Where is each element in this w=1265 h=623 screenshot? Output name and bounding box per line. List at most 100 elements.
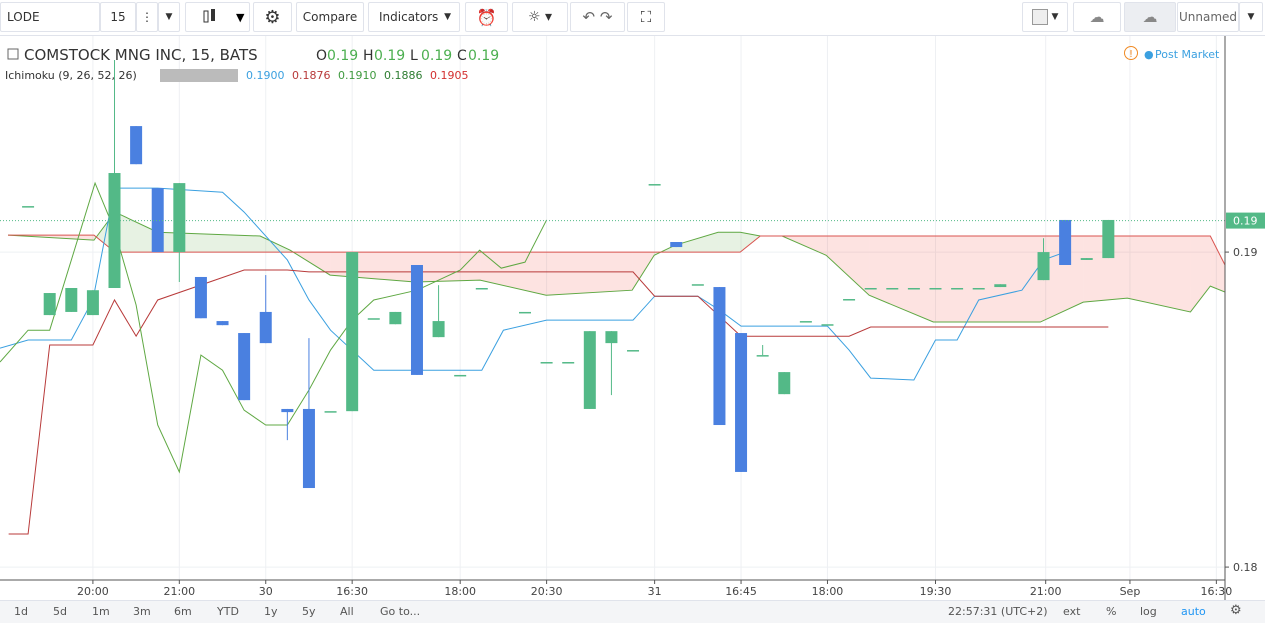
alert[interactable]: ⏰	[465, 2, 508, 32]
settings-icon[interactable]: ⚙	[1230, 603, 1242, 618]
candle-body	[324, 411, 337, 413]
indicator-value: 0.1910	[338, 69, 377, 82]
status: Post Market	[1155, 48, 1220, 61]
dropdown[interactable]: ▼	[158, 2, 180, 32]
option-button[interactable]: %	[1106, 605, 1117, 618]
candle-body	[108, 173, 121, 288]
axes: 20:00 21:00 30 16:30 18:00 20:30 31 16:45 18:00 1…	[77, 212, 1265, 598]
option-button[interactable]: log	[1140, 605, 1157, 618]
bottom-bar: 1d 5d 1m 3m 6m YTD 1y 5y All Go to... 22:57:31 (UT…	[0, 600, 1265, 623]
candle-body	[648, 184, 661, 186]
option-button[interactable]: ext	[1063, 605, 1081, 618]
ohlc-value: 0.19	[327, 48, 358, 64]
option-button[interactable]: auto	[1181, 605, 1206, 618]
candle-body	[194, 276, 207, 319]
indicator-buttons[interactable]	[160, 69, 238, 82]
fullscreen[interactable]: ⛶	[627, 2, 665, 32]
candle-body	[713, 287, 726, 426]
indicator-line	[0, 181, 548, 474]
layout-name[interactable]: Unnamed	[1177, 2, 1239, 32]
cloud-fill	[718, 232, 741, 253]
indicator-line	[8, 269, 1109, 535]
range-button[interactable]: 1m	[92, 605, 110, 618]
candle-body	[130, 126, 143, 165]
candle-body	[389, 311, 402, 325]
x-tick-label: 16:30	[1201, 585, 1233, 598]
candle-body	[1037, 252, 1050, 281]
candle-body	[475, 287, 488, 290]
plot-area	[0, 59, 1225, 535]
range-button[interactable]: YTD	[217, 605, 239, 618]
range-button[interactable]: 5d	[53, 605, 67, 618]
dropdown: ▼	[444, 12, 451, 22]
chart-title: COMSTOCK MNG INC, 15, BATS	[24, 46, 258, 64]
ideas[interactable]: ☼ ▾	[512, 2, 568, 32]
indicator-line	[0, 187, 1066, 381]
range-button[interactable]: 1d	[14, 605, 28, 618]
svg-text:▼: ▼	[236, 11, 245, 24]
x-tick-label: Sep	[1120, 585, 1141, 598]
x-tick-label: 21:00	[163, 585, 195, 598]
candle-body	[367, 318, 380, 320]
dropdown[interactable]: ▼	[1239, 2, 1263, 32]
indicators-label: Indicators	[379, 10, 439, 24]
warning-mark: !	[1129, 49, 1133, 60]
indicators-button[interactable]: Indicators ▼	[368, 2, 460, 32]
indicator-value: 0.1876	[292, 69, 331, 82]
candle-body	[410, 265, 423, 375]
range-button[interactable]: 5y	[302, 605, 316, 618]
candle-body	[627, 350, 640, 352]
candle-body	[583, 331, 596, 409]
candle-body	[1080, 258, 1093, 260]
ohlc-key: C	[457, 48, 467, 64]
candle-body	[281, 408, 294, 413]
range-button[interactable]: 1y	[264, 605, 278, 618]
collapse-icon[interactable]	[7, 48, 19, 60]
color-box[interactable]: ▼	[1022, 2, 1068, 32]
ohlc-key: L	[410, 48, 418, 64]
indicator-value: 0.1900	[246, 69, 285, 82]
cloud-fill	[1190, 236, 1211, 312]
candle-body	[1059, 219, 1072, 266]
x-tick-label: 19:30	[920, 585, 952, 598]
candle-body	[173, 183, 186, 253]
x-tick-label: 18:00	[444, 585, 476, 598]
status-dot: ●	[1144, 48, 1154, 61]
y-tick-label: 0.18	[1233, 561, 1258, 574]
x-tick-label: 21:00	[1030, 585, 1062, 598]
cloud-fill	[933, 236, 1041, 323]
chart-style[interactable]: ▼	[185, 2, 250, 32]
interval[interactable]: 15	[100, 2, 136, 32]
candle-body	[605, 331, 618, 344]
menu-dots[interactable]: ⋮	[136, 2, 158, 32]
candle-body	[432, 321, 445, 338]
indicator-value: 0.1886	[384, 69, 423, 82]
range-button[interactable]: 3m	[133, 605, 151, 618]
cloud-fill	[114, 212, 158, 253]
candle-body	[43, 293, 56, 316]
settings[interactable]: ⚙	[253, 2, 292, 32]
warning-icon[interactable]	[1124, 46, 1138, 60]
goto-button[interactable]: Go to...	[380, 605, 421, 618]
candle-body	[216, 321, 229, 326]
indicator-label: Ichimoku (9, 26, 52, 26)	[5, 69, 137, 82]
symbol-input[interactable]: LODE	[0, 2, 100, 32]
x-tick-label: 16:30	[336, 585, 368, 598]
candle-icon: ▼	[203, 9, 245, 24]
cloud-save[interactable]: ☁	[1124, 2, 1176, 32]
undo-redo[interactable]: ↶ ↷	[570, 2, 625, 32]
candle-body	[1102, 219, 1115, 259]
cloud-load[interactable]: ☁	[1073, 2, 1121, 32]
range-button[interactable]: 6m	[174, 605, 192, 618]
candle-body	[951, 287, 964, 290]
x-tick-label: 16:45	[725, 585, 757, 598]
candle-body	[259, 311, 272, 344]
cloud-fill	[480, 252, 547, 296]
candle-body	[907, 287, 920, 290]
compare-button[interactable]: Compare	[296, 2, 364, 32]
range-button[interactable]: All	[340, 605, 354, 618]
toolbar: LODE 15 ⋮ ▼ ▼ ⚙ Compare Indicators ▼ ⏰ ☼ …	[0, 0, 1265, 36]
ohlc-value: 0.19	[374, 48, 405, 64]
x-tick-label: 18:00	[812, 585, 844, 598]
